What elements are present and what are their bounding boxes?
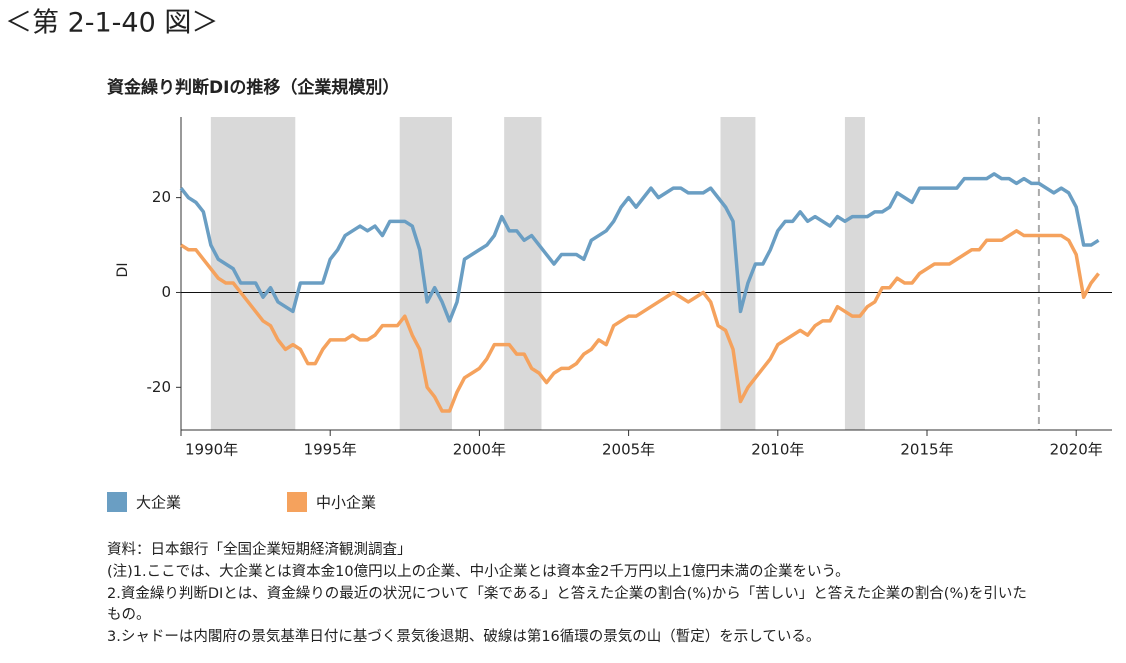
x-tick-label: 2005年	[602, 441, 655, 459]
legend-label: 大企業	[136, 494, 181, 512]
note: 2.資金繰り判断DIとは、資金繰りの最近の状況について「楽である」と答えた企業の…	[107, 584, 1027, 602]
legend-swatch	[107, 492, 127, 512]
note: 資料：日本銀行「全国企業短期経済観測調査」	[107, 540, 412, 558]
note: (注)1.ここでは、大企業とは資本金10億円以上の企業、中小企業とは資本金2千万…	[107, 562, 850, 580]
note: 3.シャドーは内閣府の景気基準日付に基づく景気後退期、破線は第16循環の景気の山…	[107, 627, 820, 645]
figure-number: ＜第 2-1-40 図＞	[5, 8, 218, 39]
recession-shade	[844, 117, 865, 430]
data-line	[180, 229, 1100, 413]
x-tick-label: 2010年	[751, 441, 804, 459]
y-axis-label: DI	[115, 263, 131, 278]
note: もの。	[107, 606, 151, 623]
y-tick-label: 0	[161, 283, 171, 301]
x-tick-label: 2000年	[453, 441, 506, 459]
x-tick-label: 1990年	[185, 441, 238, 459]
y-tick-label: 20	[152, 188, 171, 206]
legend-label: 中小企業	[316, 494, 376, 512]
x-tick-label: 2020年	[1050, 441, 1103, 459]
x-tick-label: 1995年	[304, 441, 357, 459]
chart-title: 資金繰り判断DIの推移（企業規模別）	[107, 77, 399, 98]
recession-shade	[210, 117, 296, 430]
recession-shade	[504, 117, 542, 430]
data-line	[179, 172, 1100, 323]
x-tick-label: 2015年	[900, 441, 953, 459]
legend-swatch	[287, 492, 307, 512]
y-tick-label: -20	[147, 378, 172, 396]
